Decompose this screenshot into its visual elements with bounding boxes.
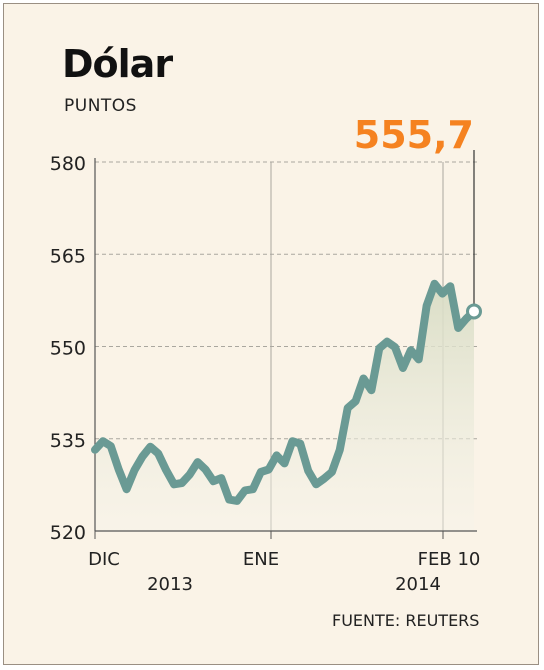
area-fill (95, 283, 474, 531)
axes (94, 158, 477, 539)
x-year-label: 2014 (395, 574, 441, 595)
series-line (91, 279, 478, 505)
y-tick-label: 520 (50, 522, 86, 544)
x-tick-label: DIC (88, 549, 120, 570)
chart-subtitle: PUNTOS (64, 96, 137, 116)
x-tick-label: FEB 10 (418, 549, 481, 570)
area-path (95, 283, 474, 531)
y-tick-label: 565 (50, 245, 86, 267)
x-tick-label: ENE (243, 549, 279, 570)
y-tick-label: 550 (50, 338, 86, 360)
chart-title: Dólar (62, 42, 173, 86)
last-point (466, 303, 482, 320)
y-tick-label: 535 (50, 430, 86, 452)
series-line-path (91, 279, 478, 505)
tick-labels: 520 535 550 565 580 DIC 2013 ENE FEB 10 2014 (50, 153, 481, 595)
last-value-label: 555,7 (354, 113, 474, 157)
y-tick-label: 580 (50, 153, 86, 175)
source-note: FUENTE: REUTERS (332, 611, 480, 630)
last-value-marker: 555,7 (354, 113, 482, 320)
x-year-label: 2013 (147, 574, 193, 595)
